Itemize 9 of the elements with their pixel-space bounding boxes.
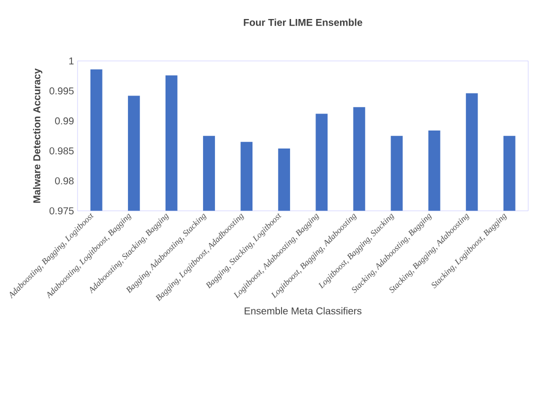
- x-axis-title: Ensemble Meta Classifiers: [244, 307, 362, 315]
- chart-title: Four Tier LIME Ensemble: [244, 18, 362, 26]
- y-tick-label: 0.995: [50, 88, 74, 95]
- y-axis-title: Malware Detection Accuracy: [33, 68, 42, 203]
- y-tick-label: 0.98: [55, 178, 74, 185]
- y-tick-label: 1: [69, 58, 74, 65]
- y-tick-label: 0.99: [55, 118, 74, 125]
- y-tick-label: 0.975: [50, 207, 74, 215]
- y-tick-label: 0.985: [50, 148, 74, 155]
